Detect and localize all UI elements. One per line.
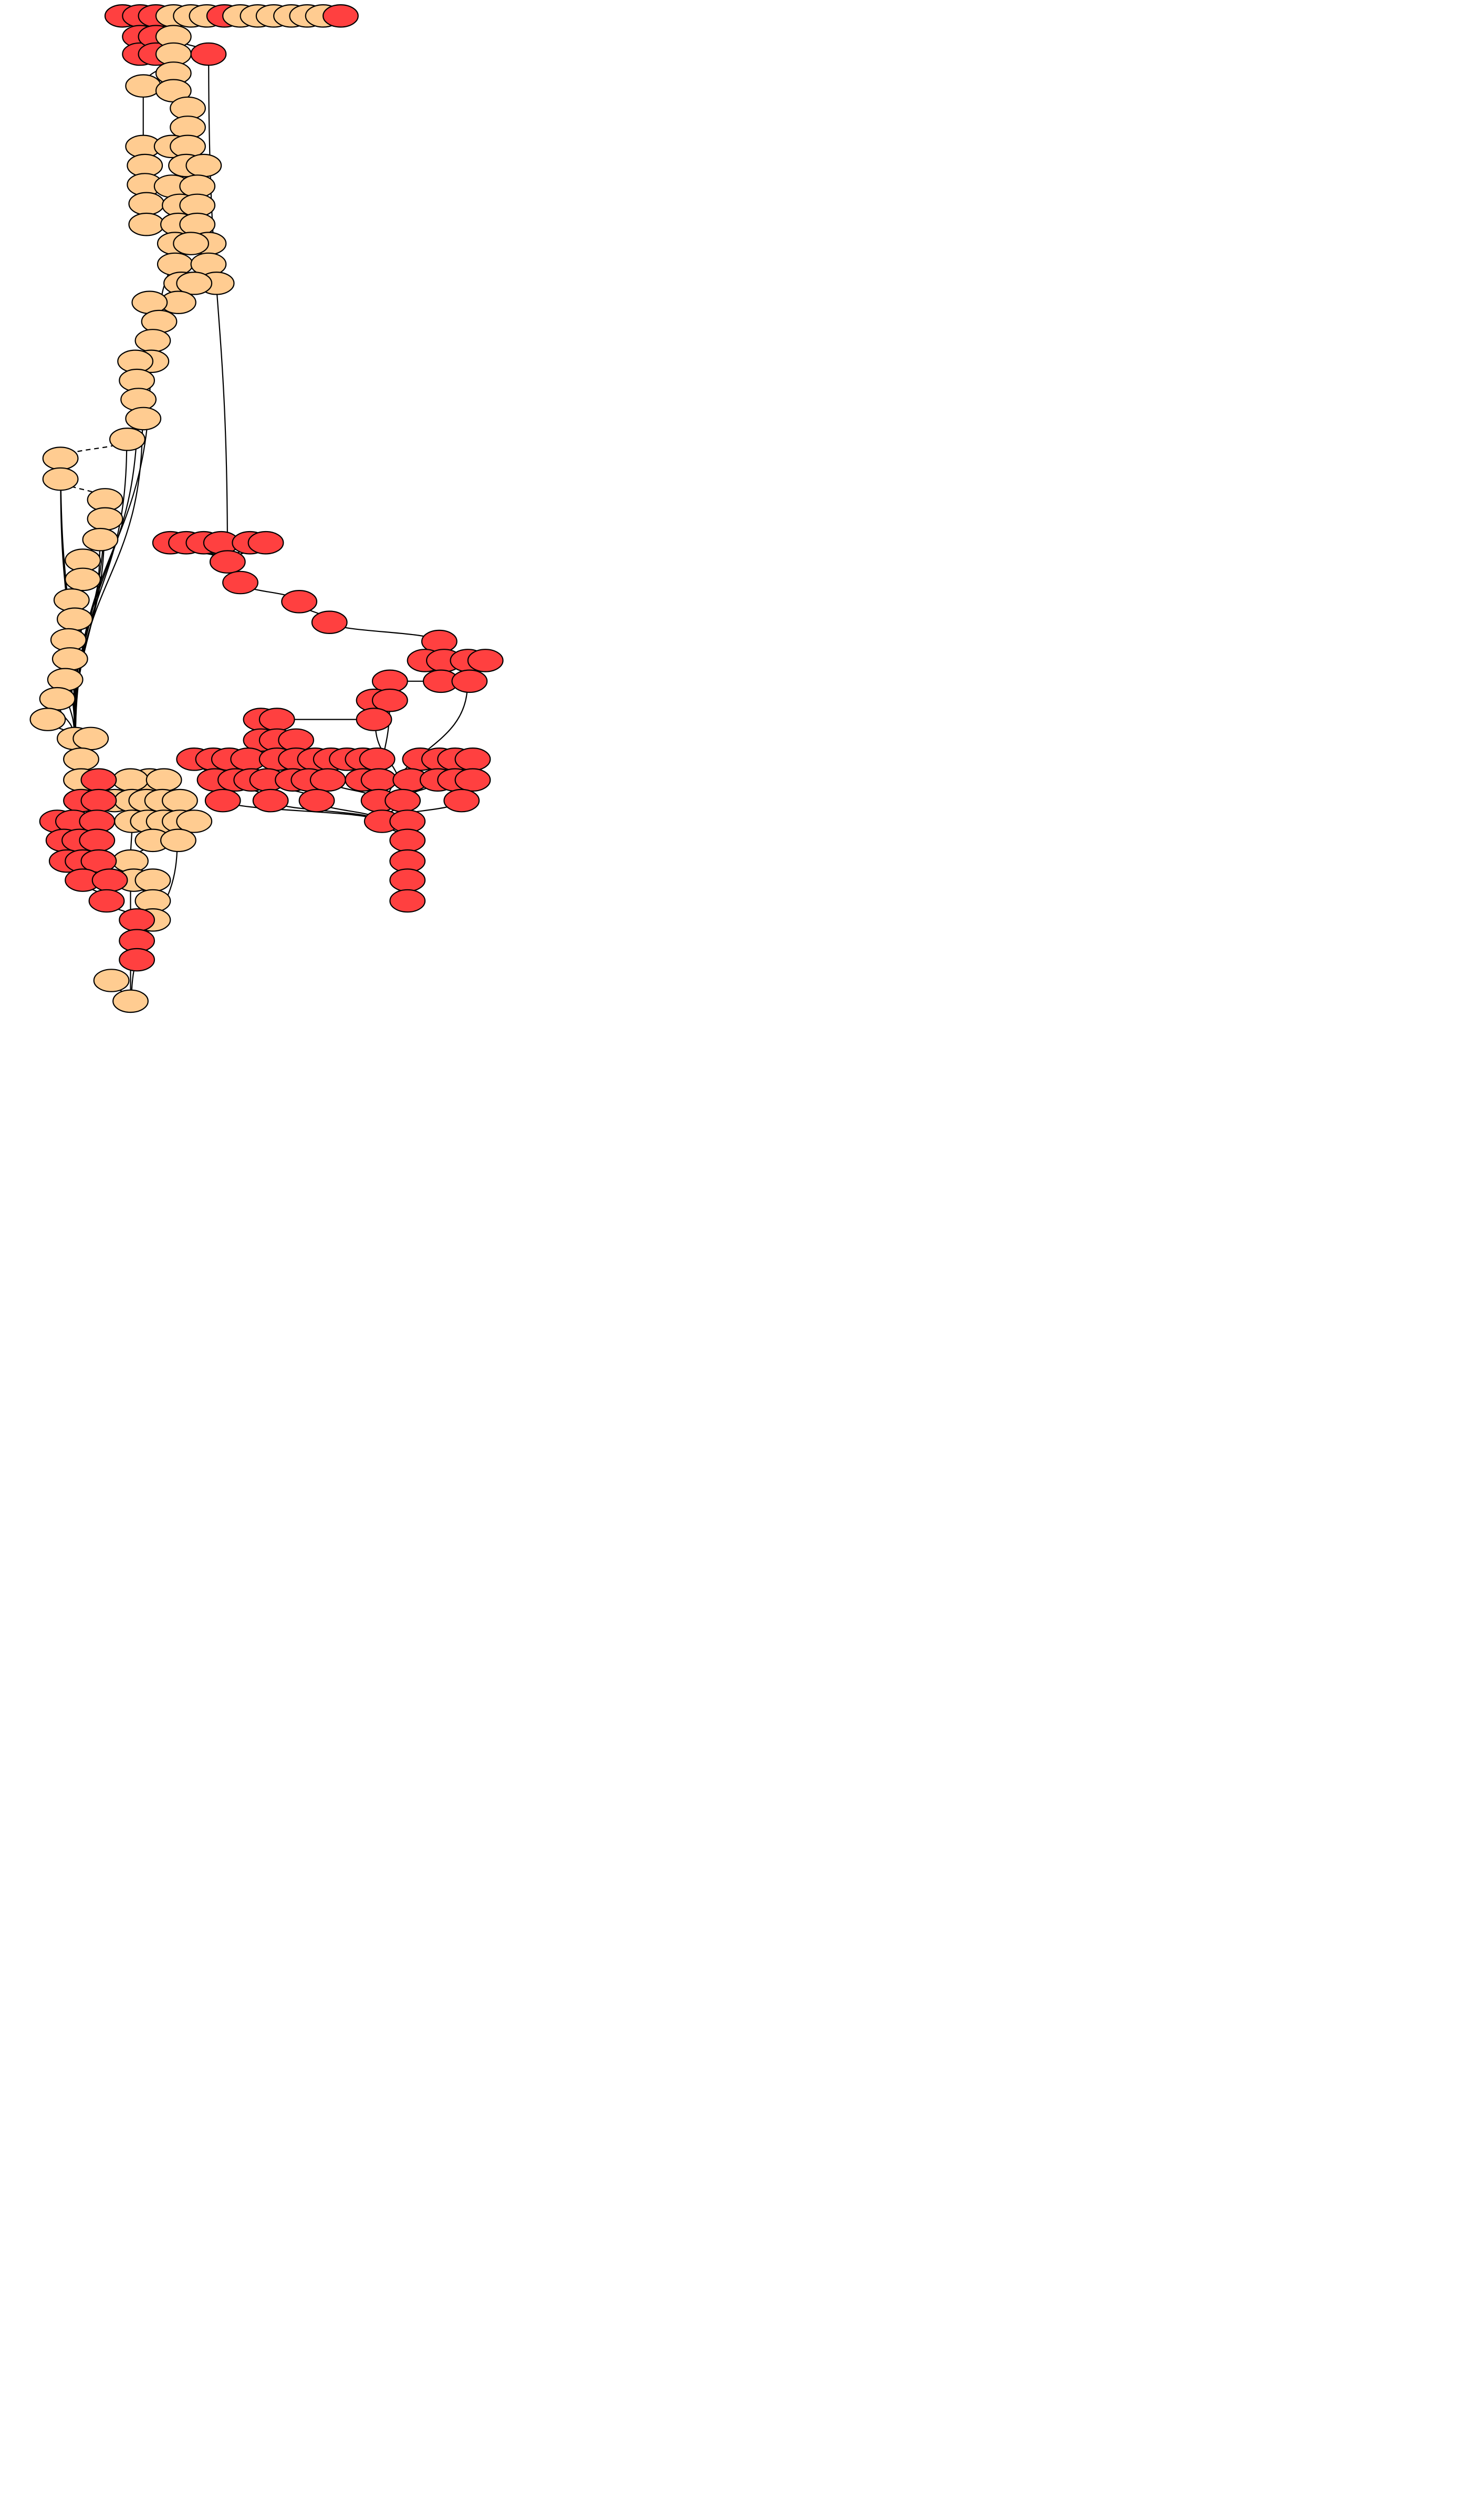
orange-node-U3 bbox=[134, 329, 171, 352]
red-node-Z39 bbox=[389, 868, 426, 892]
red-node-Z15 bbox=[454, 747, 491, 771]
orange-node-V14 bbox=[29, 708, 66, 731]
orange-node-W3 bbox=[63, 747, 99, 771]
orange-node-M4 bbox=[185, 153, 222, 178]
red-node-Y14 bbox=[91, 868, 128, 892]
red-node-Z33 bbox=[385, 788, 421, 813]
red-node-Y15 bbox=[88, 889, 125, 913]
red-node-Y3 bbox=[80, 788, 117, 813]
red-node-Z31 bbox=[298, 788, 335, 813]
orange-node-V7 bbox=[65, 567, 101, 591]
orange-node-W2 bbox=[72, 726, 109, 751]
red-node-J6 bbox=[451, 669, 488, 693]
orange-node-L1 bbox=[125, 74, 162, 98]
red-node-K3 bbox=[371, 688, 408, 712]
red-node-Y9 bbox=[79, 828, 116, 853]
orange-node-X22 bbox=[112, 989, 149, 1013]
red-node-Y18 bbox=[119, 948, 155, 972]
red-node-K6 bbox=[258, 708, 295, 731]
orange-node-X3 bbox=[146, 768, 182, 792]
orange-node-X18 bbox=[134, 868, 171, 892]
red-node-Z40 bbox=[389, 889, 426, 913]
orange-node-Q3 bbox=[157, 252, 193, 276]
red-node-Z24 bbox=[360, 768, 397, 792]
orange-node-V9 bbox=[56, 607, 93, 631]
red-node-H7 bbox=[209, 550, 246, 574]
edge-R1-H7 bbox=[208, 57, 231, 559]
orange-node-U8 bbox=[125, 407, 162, 431]
orange-node-L6 bbox=[128, 212, 165, 236]
red-node-Z22 bbox=[309, 768, 346, 792]
orange-node-X2 bbox=[112, 768, 149, 792]
node-layer bbox=[29, 4, 504, 1013]
red-node-H6 bbox=[247, 531, 284, 555]
red-node-J4 bbox=[467, 649, 504, 672]
red-node-H9 bbox=[281, 589, 318, 614]
orange-node-U9 bbox=[109, 427, 146, 451]
red-node-Z34 bbox=[443, 788, 480, 813]
red-node-T14 bbox=[322, 4, 359, 28]
edge-H10-H11 bbox=[334, 622, 437, 641]
orange-node-V5 bbox=[82, 527, 119, 552]
red-node-Z30 bbox=[252, 788, 289, 813]
orange-node-X13 bbox=[176, 809, 213, 833]
orange-node-S2 bbox=[176, 271, 213, 295]
orange-node-V2 bbox=[42, 467, 79, 491]
red-node-R1 bbox=[190, 42, 227, 66]
orange-node-V11 bbox=[51, 647, 88, 671]
red-node-Y16 bbox=[119, 908, 155, 932]
red-node-Z37 bbox=[389, 828, 426, 853]
orange-node-L5 bbox=[128, 192, 165, 216]
orange-node-X21 bbox=[93, 969, 130, 992]
red-node-H8 bbox=[222, 570, 258, 595]
red-node-H10 bbox=[311, 610, 348, 635]
orange-node-X8 bbox=[161, 788, 198, 813]
red-node-Z29 bbox=[204, 788, 241, 813]
orange-node-V13 bbox=[39, 687, 76, 711]
orange-node-Q2 bbox=[173, 232, 210, 255]
orange-node-V1 bbox=[42, 447, 79, 470]
red-node-K4 bbox=[356, 708, 392, 731]
red-node-Z11 bbox=[359, 747, 396, 771]
orange-node-U2 bbox=[141, 309, 178, 334]
red-node-Z28 bbox=[454, 768, 491, 792]
red-node-Y1 bbox=[80, 768, 117, 792]
orange-node-V4 bbox=[87, 507, 123, 531]
orange-node-X15 bbox=[160, 828, 196, 853]
